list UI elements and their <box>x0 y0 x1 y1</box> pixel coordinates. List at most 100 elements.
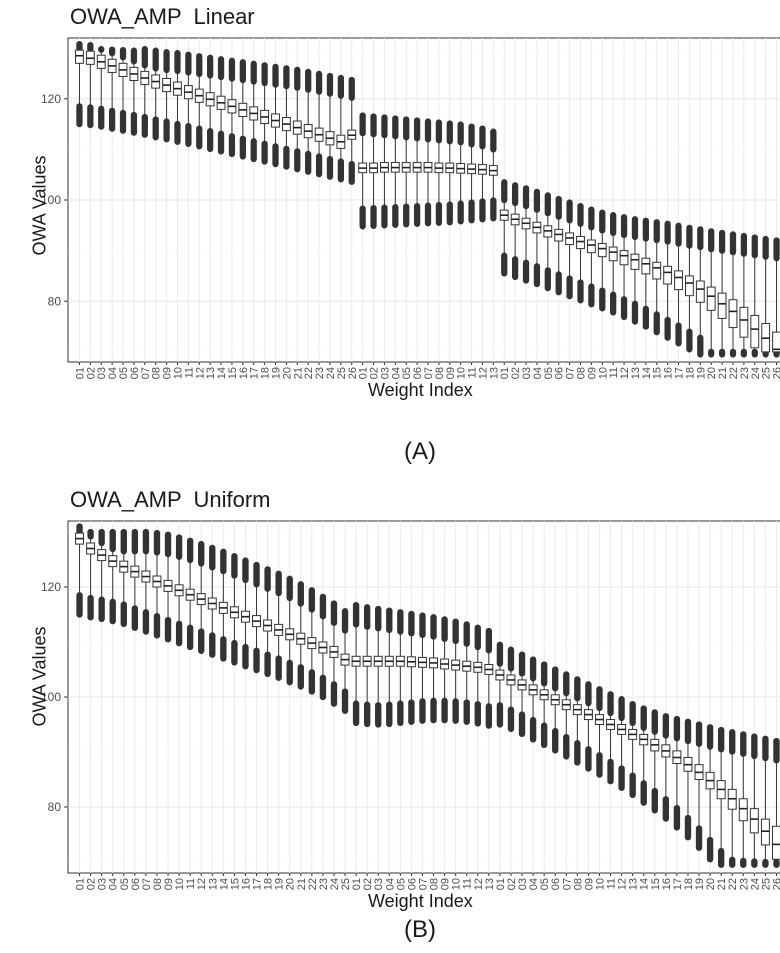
box-body <box>619 250 629 266</box>
box <box>174 534 184 647</box>
x-tick-label: 19 <box>271 367 283 379</box>
x-tick-label: 04 <box>390 367 402 379</box>
x-tick-label: 14 <box>639 878 651 890</box>
box <box>96 46 106 130</box>
x-tick-label: 24 <box>750 367 762 379</box>
box <box>456 121 466 225</box>
x-tick-label: 02 <box>506 878 518 890</box>
box <box>107 46 117 132</box>
chart-title: OWA_AMP Uniform <box>70 487 271 512</box>
box <box>572 676 582 766</box>
box <box>229 553 239 666</box>
box-body <box>717 292 727 319</box>
x-tick-label: 11 <box>467 367 479 378</box>
x-tick-label: 05 <box>539 878 551 890</box>
x-tick-label: 15 <box>652 367 664 379</box>
x-tick-label: 01 <box>495 878 507 890</box>
x-tick-label: 20 <box>706 367 718 379</box>
x-tick-label: 12 <box>617 878 629 890</box>
box <box>423 118 433 227</box>
box-body <box>641 257 651 275</box>
x-tick-label: 23 <box>314 367 326 379</box>
y-tick-label: 80 <box>48 294 62 308</box>
x-tick-label: 11 <box>462 878 474 889</box>
y-tick-label: 100 <box>41 193 61 207</box>
box <box>532 188 542 288</box>
box <box>227 57 237 158</box>
x-tick-label: 08 <box>572 878 584 890</box>
x-tick-label: 25 <box>340 878 352 890</box>
box <box>684 224 694 353</box>
x-tick-label: 19 <box>695 367 707 379</box>
box-body <box>576 235 585 250</box>
x-tick-label: 21 <box>716 878 728 890</box>
x-tick-label: 01 <box>358 367 370 379</box>
box <box>119 528 129 628</box>
box <box>462 621 472 725</box>
x-tick-label: 07 <box>141 878 153 890</box>
box <box>252 561 262 674</box>
box <box>652 219 662 336</box>
y-tick-label: 80 <box>48 800 62 814</box>
x-tick-label: 09 <box>583 878 595 890</box>
box <box>347 76 357 185</box>
box <box>152 529 162 639</box>
x-tick-label: 05 <box>118 367 130 379</box>
x-tick-label: 03 <box>96 367 108 379</box>
box <box>401 116 411 228</box>
box-body <box>608 246 618 262</box>
x-tick-label: 23 <box>318 878 330 890</box>
box <box>750 234 760 358</box>
box <box>340 608 350 714</box>
box <box>218 548 228 662</box>
box-body <box>728 299 738 329</box>
x-tick-label: 14 <box>218 878 230 890</box>
box <box>173 50 182 145</box>
box <box>771 737 780 868</box>
x-tick-label: 06 <box>406 878 418 890</box>
box <box>238 59 248 160</box>
box <box>97 528 107 623</box>
x-tick-label: 04 <box>107 367 119 379</box>
box-body <box>738 798 748 822</box>
box <box>314 70 324 178</box>
x-tick-label: 06 <box>554 367 566 379</box>
box <box>384 607 394 728</box>
box <box>130 528 140 631</box>
box-body <box>674 270 683 291</box>
box <box>728 231 738 358</box>
box <box>185 537 195 651</box>
box <box>362 604 372 728</box>
y-axis-label: OWA Values <box>29 155 50 256</box>
x-tick-label: 25 <box>761 367 773 379</box>
x-tick-label: 05 <box>395 878 407 890</box>
x-tick-label: 13 <box>488 367 500 379</box>
box <box>674 222 683 347</box>
x-tick-label: 02 <box>510 367 522 379</box>
box <box>639 705 649 806</box>
y-tick-label: 100 <box>41 690 61 704</box>
x-tick-label: 08 <box>575 367 587 379</box>
box <box>499 179 509 277</box>
box <box>586 206 596 308</box>
box <box>303 68 313 175</box>
box-body <box>695 280 705 303</box>
box <box>550 666 560 754</box>
box <box>761 235 771 358</box>
box <box>641 217 651 330</box>
x-tick-label: 16 <box>661 878 673 890</box>
box <box>271 63 280 168</box>
box <box>528 656 538 743</box>
x-tick-label: 06 <box>130 878 142 890</box>
x-tick-label: 18 <box>260 367 272 379</box>
x-tick-label: 26 <box>772 367 780 379</box>
x-tick-label: 11 <box>185 878 197 889</box>
x-tick-label: 07 <box>423 367 435 379</box>
x-tick-label: 20 <box>705 878 717 890</box>
x-tick-label: 15 <box>227 367 239 379</box>
x-tick-label: 08 <box>151 367 163 379</box>
box <box>739 232 749 358</box>
x-tick-label: 21 <box>296 878 308 890</box>
x-tick-label: 16 <box>238 367 250 379</box>
box <box>205 54 215 153</box>
